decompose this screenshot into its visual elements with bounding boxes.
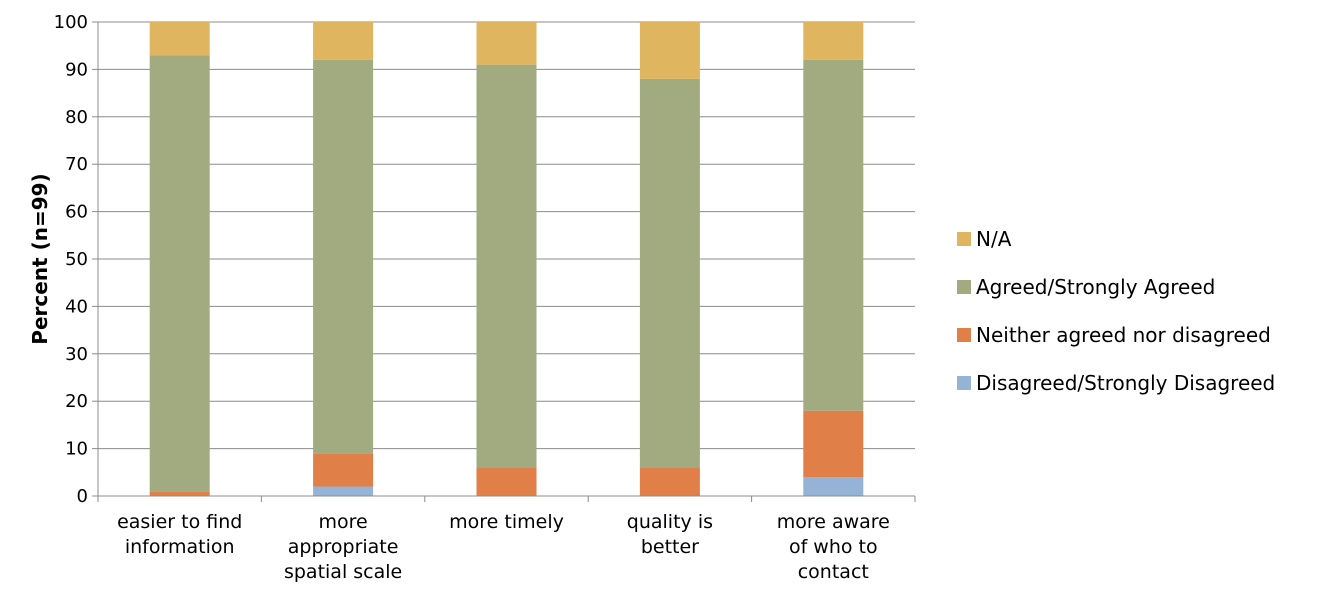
bar-segment	[639, 22, 700, 79]
y-tick-labels: 0 10 20 30 40 50 60 70 80 90 100	[54, 12, 88, 507]
x-category-label-line: easier to find	[117, 511, 242, 533]
y-tick-label: 20	[65, 391, 88, 412]
y-tick-label: 50	[65, 249, 88, 270]
bar-segment	[149, 491, 210, 496]
x-category-label: more appropriate spatial scale	[284, 511, 402, 583]
axes	[97, 22, 916, 502]
bar-segment	[313, 453, 374, 487]
legend-label: Agreed/Strongly Agreed	[976, 275, 1215, 299]
x-category-label: more timely	[449, 511, 564, 533]
x-category-label-line: more	[318, 511, 367, 533]
x-category-label-line: of who to	[789, 536, 878, 558]
x-category-label: quality is better	[627, 511, 713, 558]
legend-label: Disagreed/Strongly Disagreed	[976, 371, 1275, 395]
y-tick-label: 0	[77, 486, 88, 507]
bar-segment	[803, 59, 864, 411]
y-tick-label: 80	[65, 107, 88, 128]
y-tick-label: 90	[65, 59, 88, 80]
legend-swatch	[957, 376, 971, 390]
x-category-label: more aware of who to contact	[777, 511, 890, 583]
bar-segment	[149, 22, 210, 56]
x-category-label-line: better	[641, 536, 699, 558]
x-category-label-line: more timely	[449, 511, 564, 533]
x-category-label: easier to find information	[117, 511, 242, 558]
bar-segment	[803, 410, 864, 478]
y-tick-label: 100	[54, 12, 88, 33]
bars	[149, 22, 864, 496]
bar-segment	[476, 22, 537, 65]
legend-swatch	[957, 232, 971, 246]
x-category-label-line: contact	[798, 561, 869, 583]
legend-label: N/A	[976, 227, 1012, 251]
x-category-label-line: more aware	[777, 511, 890, 533]
bar-segment	[803, 22, 864, 60]
legend-label: Neither agreed nor disagreed	[976, 323, 1271, 347]
bar-segment	[639, 78, 700, 468]
bar-segment	[313, 486, 374, 496]
legend-swatch	[957, 280, 971, 294]
x-tick-labels: easier to find information more appropriate…	[117, 511, 890, 583]
bar-segment	[476, 467, 537, 496]
y-tick-label: 30	[65, 344, 88, 365]
x-category-label-line: appropriate	[288, 536, 399, 558]
y-tick-label: 40	[65, 296, 88, 317]
bar-segment	[476, 64, 537, 468]
bar-segment	[803, 477, 864, 496]
bar-segment	[149, 55, 210, 492]
x-category-label-line: spatial scale	[284, 561, 402, 583]
y-tick-label: 10	[65, 439, 88, 460]
legend: N/A Agreed/Strongly Agreed Neither agreed …	[957, 227, 1275, 395]
y-axis-title: Percent (n=99)	[28, 173, 52, 344]
bar-segment	[313, 22, 374, 60]
bar-segment	[313, 59, 374, 454]
y-tick-label: 70	[65, 154, 88, 175]
x-category-label-line: information	[125, 536, 235, 558]
y-tick-label: 60	[65, 202, 88, 223]
legend-swatch	[957, 328, 971, 342]
bar-segment	[639, 467, 700, 496]
x-category-label-line: quality is	[627, 511, 713, 533]
